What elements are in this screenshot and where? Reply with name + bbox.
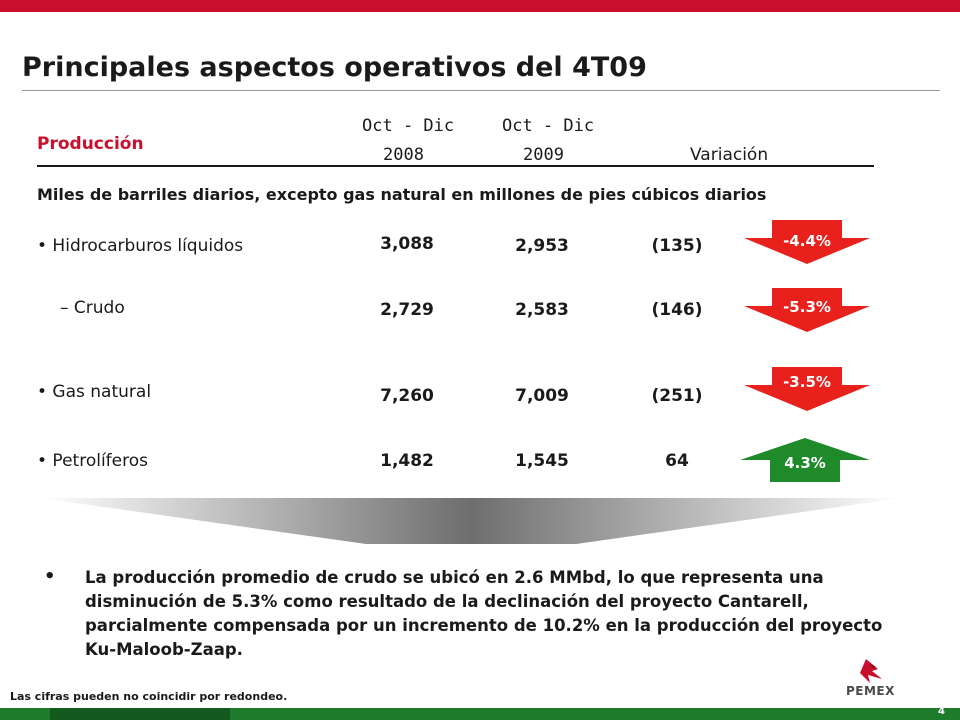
summary-paragraph: La producción promedio de crudo se ubicó… bbox=[85, 568, 883, 659]
row-value-2008: 3,088 bbox=[380, 234, 434, 254]
variation-badge-down: -3.5% bbox=[744, 367, 870, 411]
page-title: Principales aspectos operativos del 4T09 bbox=[22, 52, 647, 83]
row-value-2009: 1,545 bbox=[515, 451, 569, 471]
down-arrow-icon bbox=[744, 220, 870, 264]
section-label: Producción bbox=[37, 134, 144, 154]
row-value-2008: 1,482 bbox=[380, 451, 434, 471]
page-number: 4 bbox=[938, 706, 945, 717]
bullet-marker: • bbox=[44, 566, 56, 587]
variation-badge-down: -5.3% bbox=[744, 288, 870, 332]
down-arrow-icon bbox=[744, 288, 870, 332]
row-value-2009: 2,583 bbox=[515, 300, 569, 320]
row-value-diff: (251) bbox=[651, 386, 703, 406]
row-value-2009: 7,009 bbox=[515, 386, 569, 406]
variation-pct: -3.5% bbox=[783, 373, 831, 391]
variation-badge-down: -4.4% bbox=[744, 220, 870, 264]
col-2008-year: 2008 bbox=[383, 145, 424, 165]
row-value-2009: 2,953 bbox=[515, 236, 569, 256]
pemex-logo-text: PEMEX bbox=[846, 684, 895, 698]
header-divider bbox=[37, 165, 874, 167]
col-2009-period: Oct - Dic bbox=[502, 116, 595, 136]
row-label-liquidos: • Hidrocarburos líquidos bbox=[37, 236, 244, 256]
variation-badge-up: 4.3% bbox=[740, 438, 870, 482]
col-2009-year: 2009 bbox=[523, 145, 564, 165]
pemex-eagle-icon bbox=[860, 659, 882, 683]
footnote: Las cifras pueden no coincidir por redon… bbox=[10, 690, 288, 703]
title-divider bbox=[22, 90, 940, 91]
row-value-diff: (146) bbox=[651, 300, 703, 320]
row-value-2008: 7,260 bbox=[380, 386, 434, 406]
bottom-bar bbox=[0, 708, 960, 720]
row-label-petroliferos: • Petrolíferos bbox=[37, 451, 148, 471]
row-label-gas: • Gas natural bbox=[37, 382, 152, 402]
top-bar bbox=[0, 0, 960, 12]
up-arrow-icon bbox=[740, 438, 870, 482]
row-value-2008: 2,729 bbox=[380, 300, 434, 320]
col-2008-period: Oct - Dic bbox=[362, 116, 455, 136]
variation-pct: -4.4% bbox=[783, 232, 831, 250]
row-value-diff: (135) bbox=[651, 236, 703, 256]
units-subtitle: Miles de barriles diarios, excepto gas n… bbox=[37, 185, 767, 204]
summary-funnel-arrow bbox=[40, 498, 902, 544]
row-label-crudo: – Crudo bbox=[60, 298, 125, 318]
down-arrow-icon bbox=[744, 367, 870, 411]
variation-pct: -5.3% bbox=[783, 298, 831, 316]
variation-pct: 4.3% bbox=[784, 454, 826, 472]
col-variation-header: Variación bbox=[690, 145, 769, 165]
row-value-diff: 64 bbox=[665, 451, 689, 471]
